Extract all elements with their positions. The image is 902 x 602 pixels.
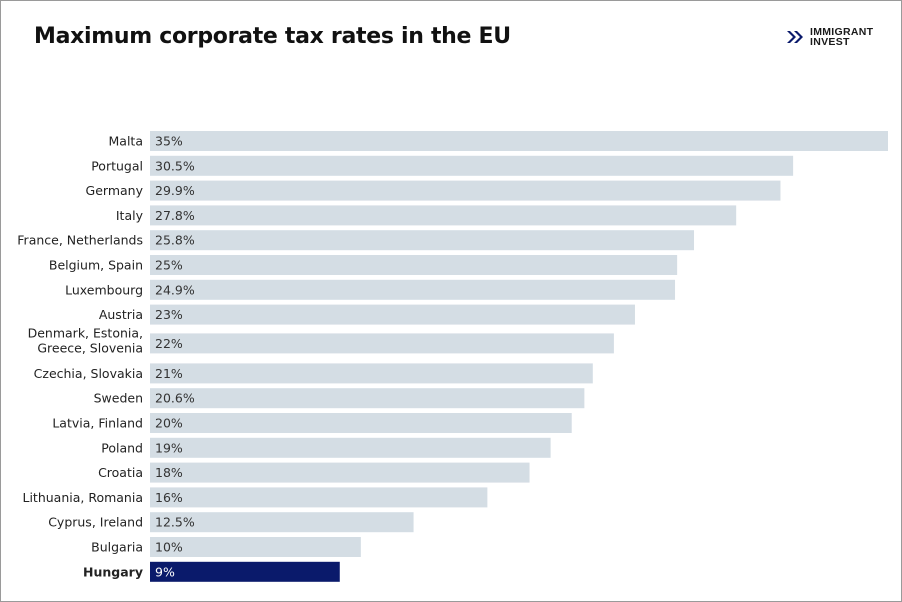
category-label: Bulgaria <box>91 540 143 555</box>
logo: IMMIGRANT INVEST <box>785 27 873 47</box>
logo-line1: IMMIGRANT <box>810 26 874 38</box>
bar <box>150 437 551 458</box>
bar <box>150 363 593 384</box>
data-label: 18% <box>155 465 183 480</box>
data-label: 35% <box>155 134 183 149</box>
bar <box>150 279 676 300</box>
bar <box>150 131 888 151</box>
data-label: 20.6% <box>155 391 195 406</box>
bar <box>150 388 585 409</box>
logo-arrow-icon <box>787 31 803 43</box>
bar <box>150 255 678 275</box>
category-label: Lithuania, Romania <box>22 490 143 505</box>
category-label: Belgium, Spain <box>49 258 143 273</box>
data-label: 24.9% <box>155 282 195 297</box>
category-label: Hungary <box>83 564 143 579</box>
data-label: 22% <box>155 336 183 351</box>
chart-title: Maximum corporate tax rates in the EU <box>34 24 511 49</box>
category-label: Czechia, Slovakia <box>34 366 143 381</box>
bar <box>150 230 695 251</box>
category-label: Latvia, Finland <box>52 416 143 431</box>
data-label: 9% <box>155 564 175 579</box>
data-label: 27.8% <box>155 208 195 223</box>
bar <box>150 537 361 557</box>
bar <box>150 512 414 533</box>
bar <box>150 155 794 176</box>
bar <box>150 413 572 433</box>
bar <box>150 304 635 325</box>
category-label: Croatia <box>98 465 143 480</box>
data-label: 23% <box>155 307 183 322</box>
data-label: 20% <box>155 416 183 431</box>
category-label: Austria <box>99 307 143 322</box>
category-label: Luxembourg <box>65 282 143 297</box>
bar <box>150 180 781 201</box>
data-label: 29.9% <box>155 183 195 198</box>
category-label: Germany <box>86 183 144 198</box>
bar <box>150 561 340 582</box>
bar <box>150 462 530 483</box>
bar <box>150 205 737 226</box>
data-label: 16% <box>155 490 183 505</box>
data-label: 25.8% <box>155 233 195 248</box>
category-label: Denmark, Estonia, Greece, Slovenia <box>28 325 143 355</box>
data-label: 25% <box>155 258 183 273</box>
data-label: 12.5% <box>155 515 195 530</box>
data-label: 21% <box>155 366 183 381</box>
data-label: 19% <box>155 440 183 455</box>
category-label: France, Netherlands <box>17 233 143 248</box>
category-label: Portugal <box>91 158 143 173</box>
bar <box>150 333 614 354</box>
bar <box>150 487 488 508</box>
data-label: 10% <box>155 540 183 555</box>
category-label: Poland <box>101 440 143 455</box>
category-label: Italy <box>116 208 144 223</box>
data-label: 30.5% <box>155 158 195 173</box>
category-label: Cyprus, Ireland <box>48 515 143 530</box>
logo-line2: INVEST <box>810 36 850 48</box>
category-label: Sweden <box>94 391 143 406</box>
category-label: Malta <box>109 134 143 149</box>
